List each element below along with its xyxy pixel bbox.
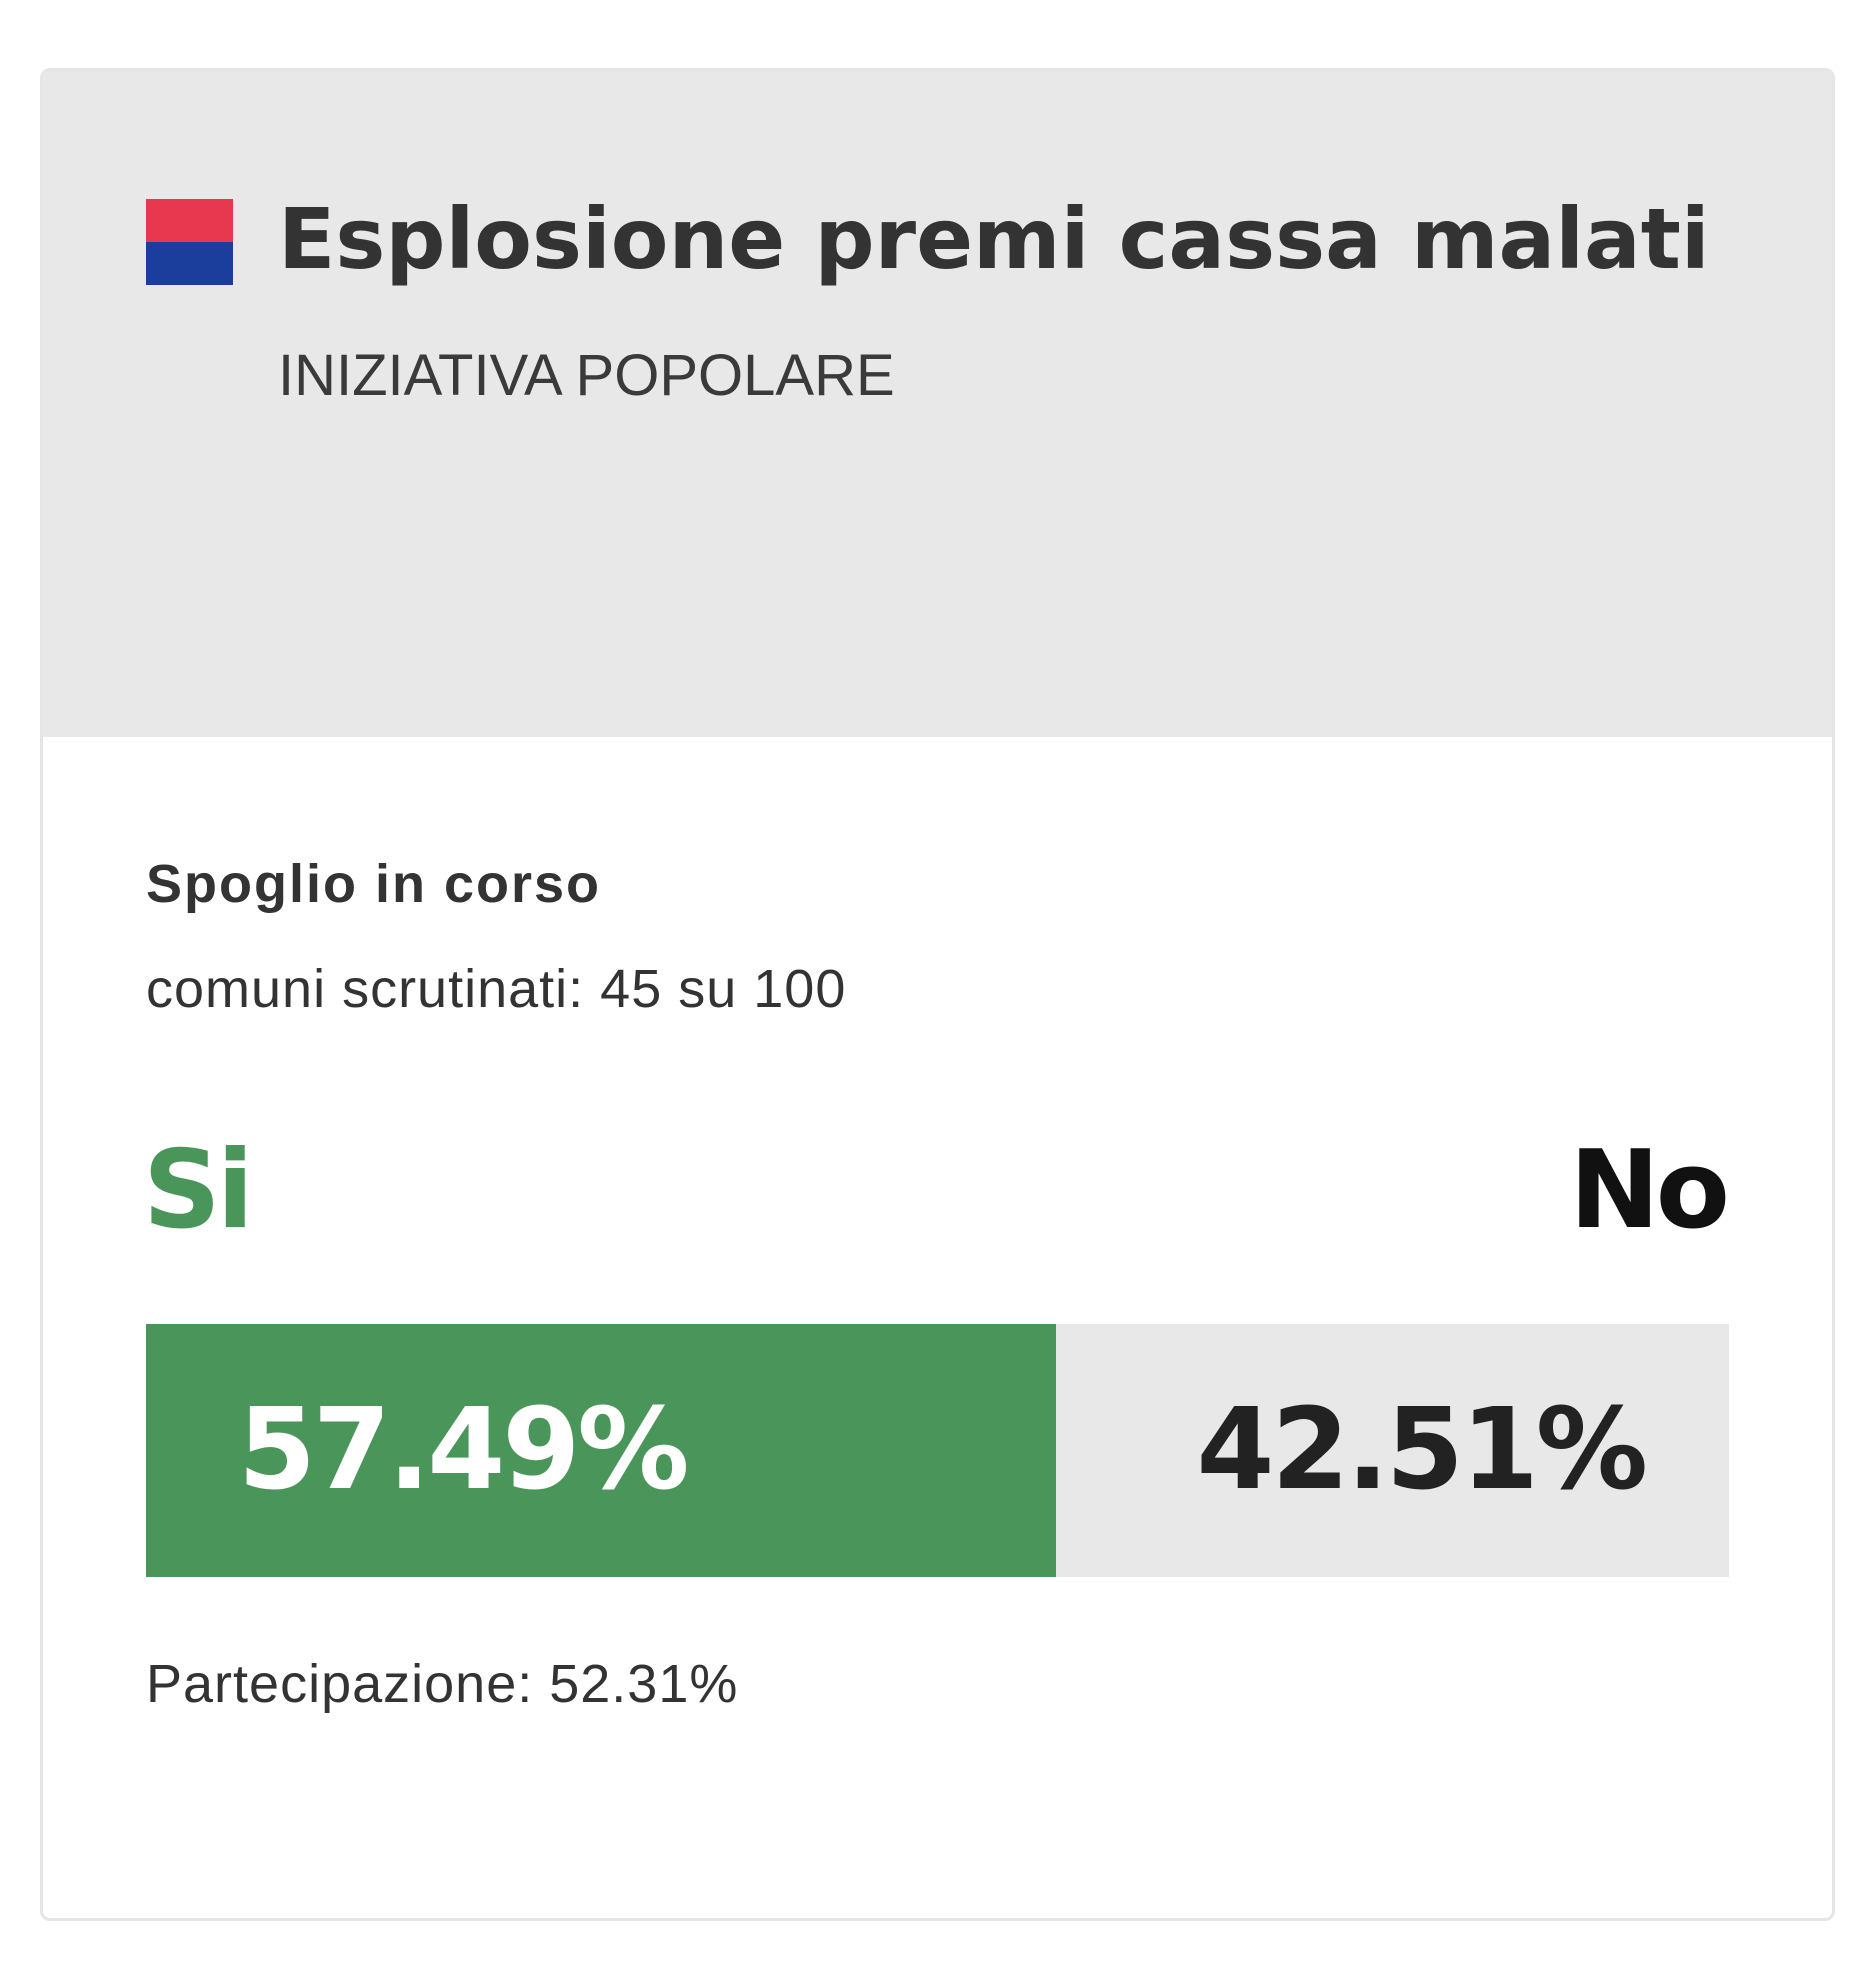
result-bar: 57.49% 42.51% — [146, 1324, 1729, 1577]
turnout: Partecipazione: 52.31% — [146, 1654, 739, 1714]
vote-type: INIZIATIVA POPOLARE — [278, 343, 895, 408]
count-status: Spoglio in corso — [146, 854, 602, 914]
no-percentage: 42.51% — [1196, 1385, 1648, 1515]
municipalities-counted: comuni scrutinati: 45 su 100 — [146, 959, 847, 1019]
card-header: Esplosione premi cassa malati INIZIATIVA… — [43, 71, 1832, 737]
flag-icon — [146, 199, 233, 285]
no-label: No — [1569, 1128, 1730, 1253]
vote-result-card: Esplosione premi cassa malati INIZIATIVA… — [40, 68, 1835, 1921]
vote-title: Esplosione premi cassa malati — [278, 190, 1710, 288]
yes-label: Si — [143, 1128, 254, 1253]
flag-bottom-stripe — [146, 242, 233, 285]
yes-bar-fill — [146, 1324, 1057, 1577]
yes-percentage: 57.49% — [238, 1385, 689, 1515]
flag-top-stripe — [146, 199, 233, 242]
